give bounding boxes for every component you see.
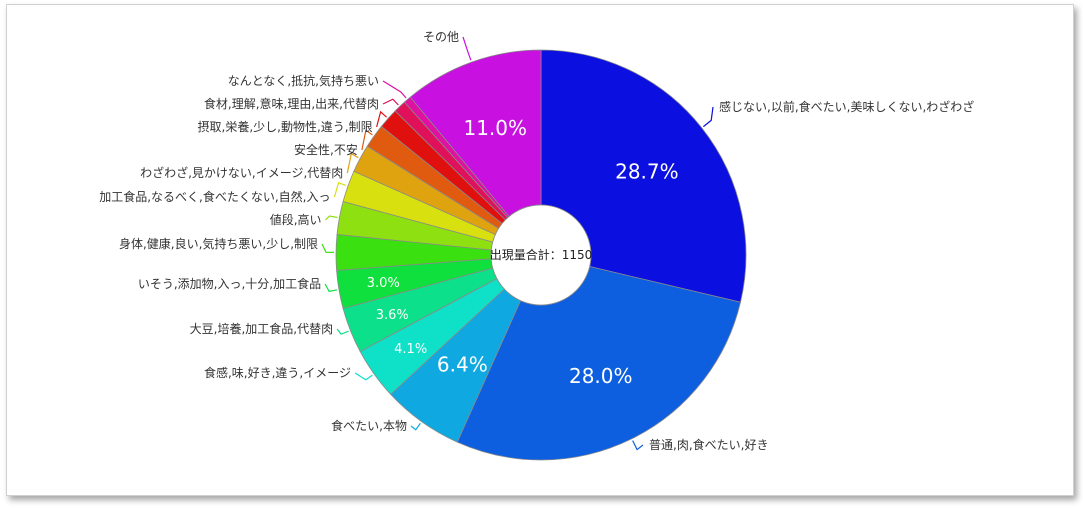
slice-percent-label: 6.4%	[437, 353, 488, 377]
leader-line	[632, 440, 644, 451]
leader-line	[336, 328, 349, 335]
inside-label-group: 28.7% 28.0% 6.4% 4.1% 3.6% 3.0% 11.0%	[367, 116, 679, 388]
leader-line	[324, 283, 338, 292]
leader-line	[462, 36, 472, 61]
slice-category-label: 安全性,不安	[294, 142, 358, 157]
leader-line	[376, 110, 387, 128]
slice-percent-label: 4.1%	[394, 342, 427, 357]
slice-category-label: 大豆,培養,加工食品,代替肉	[190, 321, 333, 336]
slice-percent-label: 28.7%	[615, 159, 679, 183]
leader-line	[333, 182, 347, 198]
leader-line	[321, 243, 335, 253]
chart-frame: 感じない,以前,食べたい,美味しくない,わざわざ普通,肉,食べたい,好き 食べたい…	[6, 4, 1074, 496]
slice-category-label: 普通,肉,食べたい,好き	[649, 437, 768, 452]
slice-category-label: 加工食品,なるべく,食べたくない,自然,入っ	[99, 189, 330, 204]
donut-hole	[490, 204, 592, 306]
slice-category-label: 食材,理解,意味,理由,出来,代替肉	[204, 96, 379, 111]
slice-category-label: 身体,健康,良い,気持ち悪い,少し,制限	[119, 236, 318, 251]
slice-category-label: 感じない,以前,食べたい,美味しくない,わざわざ	[719, 99, 974, 114]
slice-category-label: なんとなく,抵抗,気持ち悪い	[228, 73, 379, 88]
slice-category-label: その他	[423, 30, 459, 44]
slice-group	[335, 49, 747, 461]
leader-line	[702, 106, 714, 128]
leader-line	[346, 152, 359, 174]
leader-line	[382, 80, 407, 99]
slice-category-label: 摂取,栄養,少し,動物性,違う,制限	[198, 119, 373, 134]
slice-percent-label: 11.0%	[463, 116, 527, 140]
slice-percent-label: 3.0%	[367, 276, 400, 291]
slice-category-label: 食べたい,本物	[331, 418, 407, 433]
leader-line	[325, 215, 338, 221]
slice-category-label: いそう,添加物,入っ,十分,加工食品	[138, 276, 321, 291]
slice-category-label: 値段,高い	[270, 212, 322, 227]
slice-percent-label: 3.6%	[376, 308, 409, 323]
leader-line	[382, 98, 399, 106]
slice-category-label: わざわざ,見かけない,イメージ,代替肉	[140, 165, 343, 180]
leader-line	[354, 372, 373, 381]
slice-category-label: 食感,味,好き,違う,イメージ	[204, 365, 351, 380]
slice-percent-label: 28.0%	[569, 364, 633, 388]
center-total-label: 出現量合計：1150	[490, 247, 593, 262]
leader-group	[321, 36, 714, 451]
leader-line	[410, 422, 421, 431]
leader-line	[361, 129, 373, 151]
